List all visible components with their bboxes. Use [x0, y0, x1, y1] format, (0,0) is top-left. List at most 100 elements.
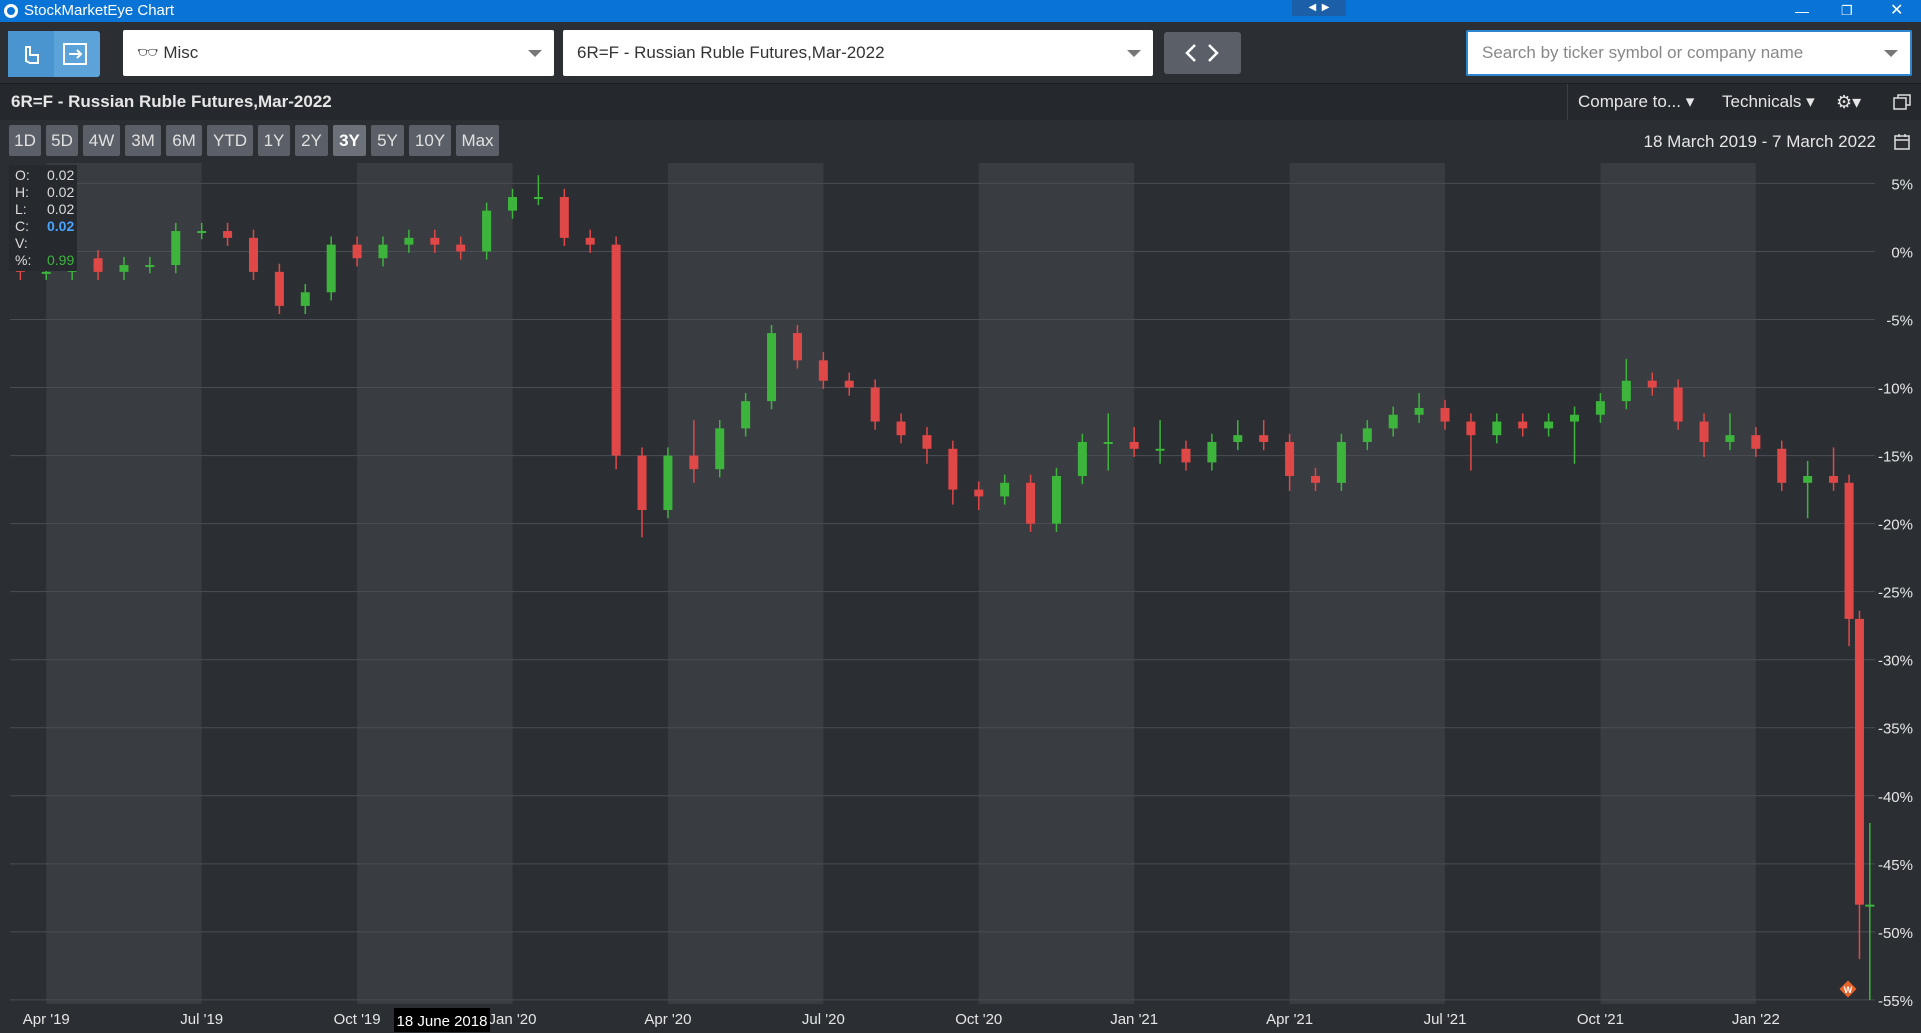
close-button[interactable]: ✕: [1890, 2, 1904, 19]
restore-button[interactable]: ❐: [1841, 3, 1853, 18]
settings-button[interactable]: ⚙▾: [1836, 92, 1862, 112]
toolbar: 👓︎ Misc 6R=F - Russian Ruble Futures,Mar…: [0, 22, 1921, 84]
period-button[interactable]: YTD: [207, 125, 253, 156]
mode-icons[interactable]: [8, 31, 100, 77]
y-tick-label: -15%: [1878, 449, 1913, 466]
candle-body: [767, 333, 777, 402]
candle-body: [741, 401, 751, 429]
portfolio-dropdown[interactable]: 👓︎ Misc: [123, 30, 554, 76]
y-tick-label: -55%: [1878, 993, 1913, 1010]
compare-button[interactable]: Compare to... ▾: [1578, 92, 1695, 111]
candle-body: [870, 387, 880, 422]
readout-label: V:: [15, 235, 28, 251]
y-tick-label: -10%: [1878, 381, 1913, 398]
period-button[interactable]: 5Y: [371, 125, 404, 156]
y-tick-label: -45%: [1878, 857, 1913, 874]
symbol-dropdown[interactable]: 6R=F - Russian Ruble Futures,Mar-2022: [563, 30, 1153, 76]
candle-body: [119, 265, 129, 272]
period-button[interactable]: 6M: [166, 125, 202, 156]
period-button[interactable]: 10Y: [409, 125, 451, 156]
technicals-label: Technicals: [1722, 92, 1802, 111]
candle-body: [1595, 401, 1605, 415]
readout-label: L:: [15, 201, 27, 217]
y-tick-label: -20%: [1878, 517, 1913, 534]
y-tick-label: -25%: [1878, 585, 1913, 602]
candle-body: [559, 197, 569, 238]
candle-body: [1865, 904, 1875, 907]
candle-body: [896, 421, 906, 436]
period-button[interactable]: 1D: [9, 125, 41, 156]
portfolio-name: Misc: [163, 43, 199, 62]
candle-body: [145, 265, 155, 268]
quarter-band: [1289, 163, 1446, 1004]
date-range[interactable]: 18 March 2019 - 7 March 2022: [1643, 132, 1876, 151]
quarter-band: [46, 163, 202, 1004]
candle-body: [430, 237, 440, 245]
readout-value: 0.02: [47, 218, 75, 234]
candle-body: [818, 360, 828, 381]
candle-body: [456, 244, 466, 252]
period-button[interactable]: 2Y: [295, 125, 328, 156]
quarter-band: [667, 163, 824, 1004]
candle-body: [1414, 407, 1424, 415]
candle-body: [1362, 428, 1372, 442]
quarter-band: [1600, 163, 1756, 1004]
period-button[interactable]: 3Y: [333, 125, 366, 156]
candle-body: [1854, 618, 1864, 905]
candle-body: [1699, 421, 1709, 442]
period-button[interactable]: 5D: [46, 125, 78, 156]
window-title: StockMarketEye Chart: [24, 2, 175, 19]
app-icon: [4, 4, 18, 18]
period-button[interactable]: 3M: [125, 125, 161, 156]
calendar-icon[interactable]: [1894, 133, 1910, 150]
candle-body: [792, 333, 802, 361]
popout-button[interactable]: [1893, 94, 1911, 110]
candle-body: [844, 380, 854, 388]
candle-body: [378, 244, 388, 259]
readout-row: V:: [15, 235, 71, 252]
nav-buttons[interactable]: [1164, 32, 1241, 74]
technicals-button[interactable]: Technicals ▾: [1722, 92, 1815, 111]
readout-label: %:: [15, 252, 32, 268]
x-tick-label: Oct '19: [334, 1011, 381, 1028]
search-box[interactable]: Search by ticker symbol or company name: [1466, 30, 1912, 76]
candle-body: [508, 197, 518, 211]
candle-body: [1803, 475, 1813, 483]
candle-body: [93, 258, 103, 272]
readout-label: C:: [15, 218, 29, 234]
candle-body: [1829, 475, 1839, 483]
period-button[interactable]: 1Y: [258, 125, 290, 156]
candle-body: [1844, 482, 1854, 619]
chart: 5% 0% -5% -10% -15% -20% -25% -30% -35% -40% -45% -…: [0, 120, 1921, 1033]
candle-body: [223, 231, 233, 238]
candle-body: [1181, 448, 1191, 463]
readout-row: H: 0.02: [15, 184, 75, 201]
quarter-band: [978, 163, 1135, 1004]
readout-value: 0.02: [47, 201, 75, 217]
candle-body: [1311, 475, 1320, 483]
minimize-button[interactable]: —: [1795, 3, 1809, 19]
candle-body: [1285, 441, 1295, 476]
readout-value: 0.02: [47, 184, 75, 200]
ohlc-readout: O: 0.02 H: 0.02 L: 0.02 C: 0.02 V:%: 0.99: [9, 165, 77, 271]
x-tick-label: Jul '20: [802, 1011, 845, 1028]
mode-buttons: [8, 31, 100, 77]
candle-body: [689, 455, 699, 470]
crosshair-label-box: [394, 1008, 490, 1032]
y-tick-label: -5%: [1886, 312, 1913, 329]
period-button[interactable]: 4W: [83, 125, 120, 156]
readout-row: L: 0.02: [15, 201, 75, 218]
crosshair-label: 18 June 2018: [397, 1013, 488, 1030]
readout-row: %: 0.99: [15, 252, 74, 269]
splitter-arrows[interactable]: ◀ ▶: [1292, 0, 1346, 16]
candle-body: [1026, 482, 1036, 524]
candle-body: [274, 271, 284, 306]
period-button[interactable]: Max: [456, 125, 499, 156]
search-placeholder: Search by ticker symbol or company name: [1482, 43, 1804, 62]
candle-body: [1155, 448, 1165, 451]
candle-body: [1077, 441, 1087, 476]
y-tick-label: -35%: [1878, 721, 1913, 738]
y-tick-label: 5%: [1891, 176, 1913, 193]
candle-body: [1751, 435, 1761, 449]
